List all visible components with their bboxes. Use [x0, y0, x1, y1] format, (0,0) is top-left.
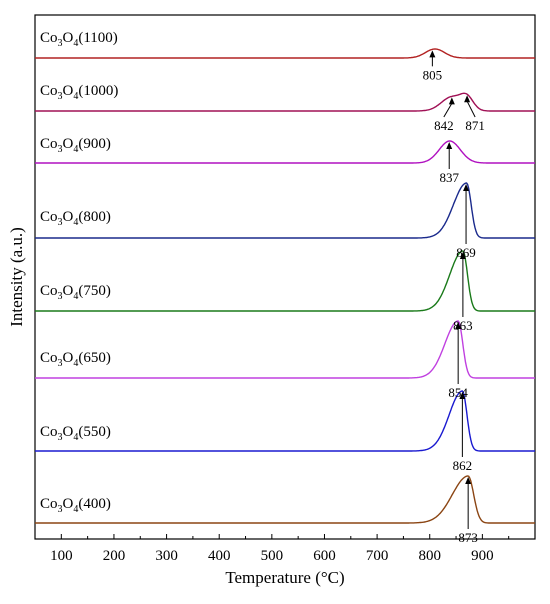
annotation-label: 862: [453, 458, 473, 473]
x-tick-label: 600: [313, 548, 336, 564]
annotation-arrow-head: [459, 252, 466, 259]
series-label: Co3O4(400): [40, 496, 111, 515]
x-tick-label: 200: [103, 548, 126, 564]
x-axis-ticks: 100 200 300 400 500 600 700 800 900: [34, 534, 510, 564]
annotation-arrow-head: [455, 322, 462, 329]
series-labels: Co3O4(1100) Co3O4(1000) Co3O4(900) Co3O4(80…: [40, 30, 118, 515]
series-line: [35, 250, 535, 312]
series-label: Co3O4(1100): [40, 30, 118, 49]
series-line: [35, 320, 535, 379]
annotation-arrow-head: [448, 97, 455, 105]
annotation-arrow-head: [429, 50, 436, 58]
x-tick-label: 900: [471, 548, 494, 564]
series-label: Co3O4(550): [40, 424, 111, 443]
annotation-label: 854: [448, 385, 468, 400]
y-axis-title: Intensity (a.u.): [7, 227, 26, 327]
annotation-arrow-shaft: [443, 103, 453, 118]
x-tick-label: 800: [418, 548, 441, 564]
series-line: [35, 475, 535, 524]
annotation-arrow-head: [459, 392, 466, 399]
annotation-label: 805: [423, 67, 443, 82]
annotation-arrow-head: [464, 95, 471, 103]
series-line: [35, 48, 535, 59]
x-tick-label: 700: [366, 548, 389, 564]
x-tick-label: 300: [155, 548, 178, 564]
series-line: [35, 182, 535, 239]
annotation-label: 869: [456, 245, 476, 260]
series-traces: [35, 48, 535, 524]
annotation-arrow-shaft: [466, 100, 476, 118]
annotation-arrow-head: [446, 142, 453, 150]
plot-frame: [34, 14, 536, 540]
x-tick-label: 400: [208, 548, 231, 564]
x-tick-label: 100: [50, 548, 73, 564]
annotation-arrow-head: [463, 184, 470, 192]
annotation-label: 873: [458, 530, 478, 545]
annotation-label: 863: [453, 318, 473, 333]
peak-annotations: 805 842 871 837 869 863 854 862 873: [423, 50, 485, 545]
series-label: Co3O4(900): [40, 136, 111, 155]
annotation-label: 837: [439, 170, 459, 185]
annotation-arrow-head: [465, 477, 472, 484]
annotation-label: 871: [465, 118, 485, 133]
series-label: Co3O4(650): [40, 350, 111, 369]
series-label: Co3O4(1000): [40, 83, 118, 102]
series-label: Co3O4(800): [40, 209, 111, 228]
x-tick-label: 500: [261, 548, 284, 564]
series-label: Co3O4(750): [40, 283, 111, 302]
series-line: [35, 390, 535, 452]
series-line: [35, 92, 535, 112]
series-line: [35, 140, 535, 164]
x-axis-title: Temperature (°C): [225, 568, 344, 587]
annotation-label: 842: [434, 118, 454, 133]
